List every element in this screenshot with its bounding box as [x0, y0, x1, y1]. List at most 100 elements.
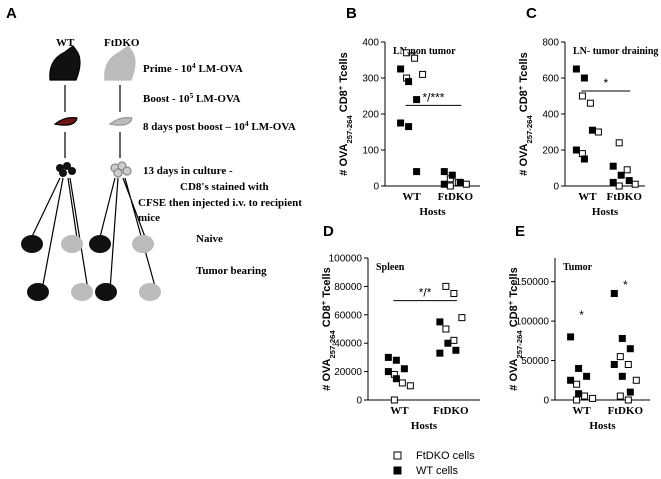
schematic-art [21, 45, 161, 301]
point [625, 177, 633, 185]
ftdko-mouse [104, 45, 136, 81]
y-tick-label: 40000 [334, 339, 362, 350]
label: CFSE then injected i.v. to recipient [138, 197, 302, 209]
y-axis-label: # OVA257-264 CD8+ Tcells [319, 267, 337, 390]
y-tick-label: 100000 [329, 254, 363, 265]
point [615, 182, 623, 190]
annotation: * [603, 76, 608, 90]
x-axis-label: Hosts [419, 206, 446, 218]
point [583, 372, 591, 380]
point [624, 361, 632, 368]
label: 13 days in culture - [143, 165, 233, 177]
point [458, 314, 466, 322]
annotation: */*** [422, 90, 444, 104]
point [456, 178, 464, 186]
point [610, 290, 618, 297]
point [442, 282, 450, 290]
point [631, 180, 639, 188]
text-part: LM-OVA [249, 121, 296, 133]
point [419, 70, 427, 78]
text-part: Tcells [518, 52, 530, 85]
y-tick-label: 200 [542, 146, 559, 157]
legend-label: FtDKO cells [416, 450, 475, 462]
label: Naive [196, 233, 223, 245]
y-tick-label: 20000 [334, 367, 362, 378]
point [392, 375, 400, 383]
text-part: CD8 [338, 90, 350, 115]
point [580, 155, 588, 163]
legend-swatch [393, 451, 402, 460]
point [567, 333, 575, 341]
point [403, 49, 411, 57]
point [411, 54, 419, 62]
point [400, 365, 408, 373]
x-tick-label: WT [578, 191, 597, 203]
text-part: 257-264 [345, 115, 354, 144]
panel-letter: E [515, 223, 525, 240]
y-tick-label: 0 [373, 182, 379, 193]
text-part: + [516, 85, 525, 90]
point [615, 139, 623, 147]
text-part: 5 [189, 91, 193, 100]
point [452, 346, 460, 354]
point [589, 394, 597, 402]
point [567, 376, 575, 384]
point [632, 376, 640, 384]
y-tick-label: 0 [553, 182, 559, 193]
point [440, 180, 448, 188]
y-tick-label: 100000 [516, 317, 550, 328]
point [406, 382, 414, 390]
point [446, 182, 454, 190]
point [405, 78, 413, 86]
point [440, 168, 448, 176]
label: mice [138, 212, 160, 224]
point [462, 180, 470, 188]
point [609, 178, 617, 186]
y-tick-label: 50000 [521, 356, 549, 367]
panel-letter: A [6, 5, 17, 22]
x-tick-label: WT [390, 405, 409, 417]
point [572, 146, 580, 154]
text-part: # OVA [321, 358, 333, 390]
point [397, 119, 405, 127]
point [572, 65, 580, 73]
point [436, 349, 444, 357]
text-part: # OVA [338, 143, 350, 175]
text-part: LM-OVA [193, 93, 240, 105]
wt-cells [56, 162, 76, 177]
point [609, 162, 617, 170]
y-tick-label: 600 [542, 74, 559, 85]
point [588, 126, 596, 134]
point [626, 388, 634, 396]
y-axis-label: # OVA257-264 CD8+ Tcells [336, 52, 354, 175]
panel-letter: C [526, 5, 537, 22]
x-axis-label: Hosts [589, 420, 616, 432]
chart-title: Tumor [563, 262, 593, 273]
point [390, 396, 398, 404]
text-part: CD8 [518, 90, 530, 115]
y-tick-label: 60000 [334, 310, 362, 321]
text-part: Tcells [321, 267, 333, 300]
x-tick-label: WT [402, 191, 421, 203]
chart-title: Spleen [376, 262, 405, 273]
wt-mouse [49, 45, 81, 81]
x-tick-label: FtDKO [438, 191, 474, 203]
point [450, 336, 458, 344]
text-part: Tcells [508, 267, 520, 300]
label: FtDKO [104, 37, 140, 49]
point [442, 325, 450, 333]
text-part: + [319, 300, 328, 305]
point [616, 392, 624, 400]
x-tick-label: FtDKO [606, 191, 642, 203]
point [618, 372, 626, 380]
wt-spleen [53, 117, 78, 126]
y-tick-label: 0 [543, 396, 549, 407]
y-axis-label: # OVA257-264 CD8+ Tcells [506, 267, 524, 390]
label: Tumor bearing [196, 265, 267, 277]
text-part: Boost - 10 [143, 93, 190, 105]
annotation: * [623, 278, 628, 292]
ftdko-cells [110, 161, 132, 178]
point [573, 380, 581, 388]
x-tick-label: FtDKO [433, 405, 469, 417]
